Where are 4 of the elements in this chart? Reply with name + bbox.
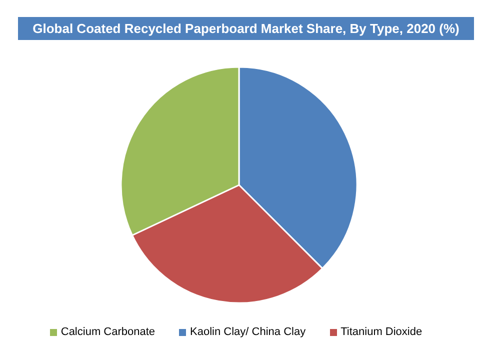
legend-label: Kaolin Clay/ China Clay [190, 326, 306, 338]
legend-label: Calcium Carbonate [60, 326, 156, 338]
chart-title: Global Coated Recycled Paperboard Market Share, By Type, 2020 (%) [18, 17, 474, 40]
legend-label: Titanium Dioxide [340, 326, 422, 338]
